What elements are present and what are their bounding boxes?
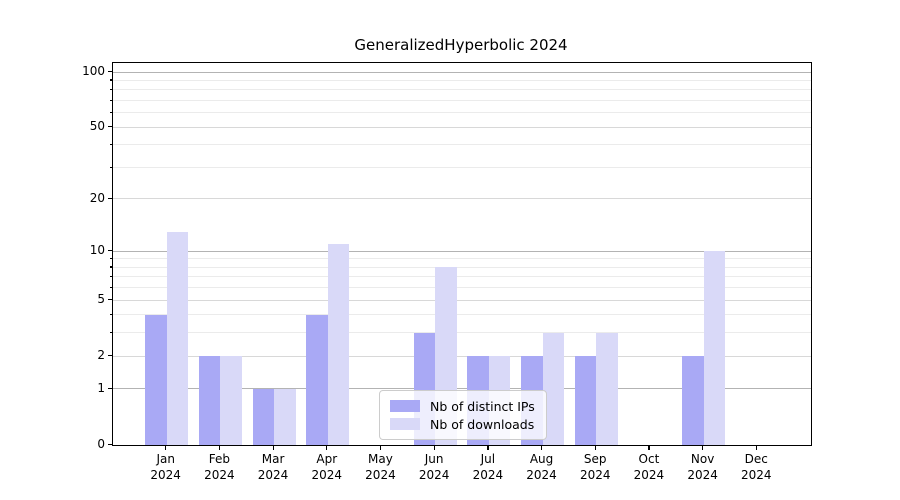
x-tick-mark-6 [487, 446, 489, 450]
bar-distinct-ips-mar [252, 389, 275, 445]
x-tick-mark-5 [433, 446, 435, 450]
plot-area: Nb of distinct IPs Nb of downloads [112, 62, 812, 446]
gridline-y-40 [113, 144, 811, 146]
y-tick-label-10: 10 [89, 243, 105, 258]
y-minor-tick-mark-8 [109, 266, 112, 268]
y-tick-label-100: 100 [82, 64, 105, 79]
bar-distinct-ips-feb [198, 356, 221, 445]
x-tick-label-0: Jan 2024 [150, 452, 181, 482]
bar-downloads-aug [542, 332, 565, 445]
gridline-y-8 [113, 266, 811, 268]
bar-downloads-feb [220, 356, 242, 445]
gridline-y-100 [113, 71, 811, 73]
bar-downloads-jan [166, 231, 189, 445]
bar-downloads-sep [596, 332, 618, 445]
y-tick-label-20: 20 [89, 190, 105, 205]
y-tick-label-2: 2 [97, 348, 105, 363]
x-tick-label-9: Oct 2024 [633, 452, 665, 482]
y-minor-tick-mark-40 [109, 143, 112, 146]
bar-downloads-apr [327, 244, 350, 445]
bars [113, 63, 811, 445]
bar-downloads-mar [274, 389, 296, 445]
x-tick-mark-9 [648, 446, 650, 450]
gridline-y-50 [113, 126, 811, 128]
x-tick-mark-7 [541, 446, 543, 450]
x-tick-mark-10 [702, 446, 704, 450]
x-tick-label-10: Nov 2024 [687, 452, 718, 482]
x-tick-mark-1 [218, 446, 221, 450]
bar-distinct-ips-jan [145, 314, 167, 445]
legend-swatch-distinct-ips-icon [390, 400, 420, 412]
gridline-y-6 [113, 287, 811, 289]
y-minor-tick-mark-30 [109, 166, 112, 168]
gridline-y-70 [113, 100, 811, 102]
gridline-y-3 [113, 332, 811, 334]
gridline-y-90 [113, 79, 811, 81]
y-minor-tick-mark-60 [109, 111, 112, 113]
gridline-y-7 [113, 276, 811, 278]
legend-label-distinct-ips: Nb of distinct IPs [430, 398, 535, 414]
gridline-y-5 [113, 299, 811, 301]
y-tick-mark-50 [108, 126, 112, 128]
y-minor-tick-mark-6 [109, 286, 112, 288]
y-tick-mark-2 [108, 355, 112, 357]
legend-item-distinct-ips: Nb of distinct IPs [388, 397, 538, 415]
y-minor-tick-mark-7 [109, 275, 112, 278]
chart-title: GeneralizedHyperbolic 2024 [354, 36, 568, 54]
gridline-y-80 [113, 89, 811, 91]
x-tick-mark-3 [326, 446, 328, 450]
gridline-y-9 [113, 258, 811, 260]
y-tick-label-1: 1 [97, 380, 105, 395]
gridline-y-10 [113, 250, 811, 252]
y-tick-mark-100 [108, 71, 112, 73]
y-minor-tick-mark-9 [109, 257, 112, 260]
y-tick-mark-10 [108, 250, 112, 252]
y-tick-mark-5 [108, 299, 112, 301]
x-tick-mark-0 [165, 446, 167, 450]
bar-downloads-nov [703, 251, 726, 445]
legend: Nb of distinct IPs Nb of downloads [379, 390, 547, 440]
y-tick-label-50: 50 [89, 119, 105, 134]
x-tick-label-2: Mar 2024 [257, 452, 289, 482]
gridline-y-60 [113, 112, 811, 114]
x-tick-label-7: Aug 2024 [526, 452, 557, 482]
x-tick-mark-11 [755, 446, 757, 450]
x-tick-label-4: May 2024 [365, 452, 396, 482]
bar-distinct-ips-sep [574, 356, 597, 445]
y-minor-tick-mark-4 [109, 313, 112, 316]
y-tick-mark-1 [108, 387, 112, 390]
x-tick-label-11: Dec 2024 [741, 452, 772, 482]
gridline-y-2 [113, 355, 811, 357]
gridline-y-30 [113, 167, 811, 168]
y-tick-label-0: 0 [97, 437, 105, 451]
x-tick-mark-2 [272, 446, 274, 450]
gridline-y-20 [113, 198, 811, 200]
y-minor-tick-mark-3 [109, 331, 112, 334]
x-tick-label-1: Feb 2024 [204, 452, 235, 482]
x-tick-label-5: Jun 2024 [418, 452, 450, 482]
bar-distinct-ips-apr [306, 314, 328, 445]
x-tick-label-6: Jul 2024 [472, 452, 504, 482]
x-tick-label-3: Apr 2024 [311, 452, 343, 482]
bar-distinct-ips-nov [682, 356, 704, 445]
legend-swatch-downloads-icon [390, 418, 420, 430]
x-tick-mark-8 [594, 446, 596, 450]
gridline-y-1 [113, 388, 811, 390]
y-tick-mark-20 [108, 197, 112, 200]
y-minor-tick-mark-70 [109, 99, 112, 101]
y-tick-mark-0 [108, 444, 112, 446]
x-tick-label-8: Sep 2024 [579, 452, 611, 482]
x-tick-mark-4 [379, 446, 382, 450]
y-minor-tick-mark-90 [109, 79, 112, 81]
y-minor-tick-mark-80 [109, 88, 112, 91]
legend-label-downloads: Nb of downloads [430, 416, 535, 432]
gridline-y-4 [113, 314, 811, 316]
gridlines [113, 63, 811, 445]
y-tick-label-5: 5 [97, 292, 105, 307]
legend-item-downloads: Nb of downloads [388, 415, 538, 433]
